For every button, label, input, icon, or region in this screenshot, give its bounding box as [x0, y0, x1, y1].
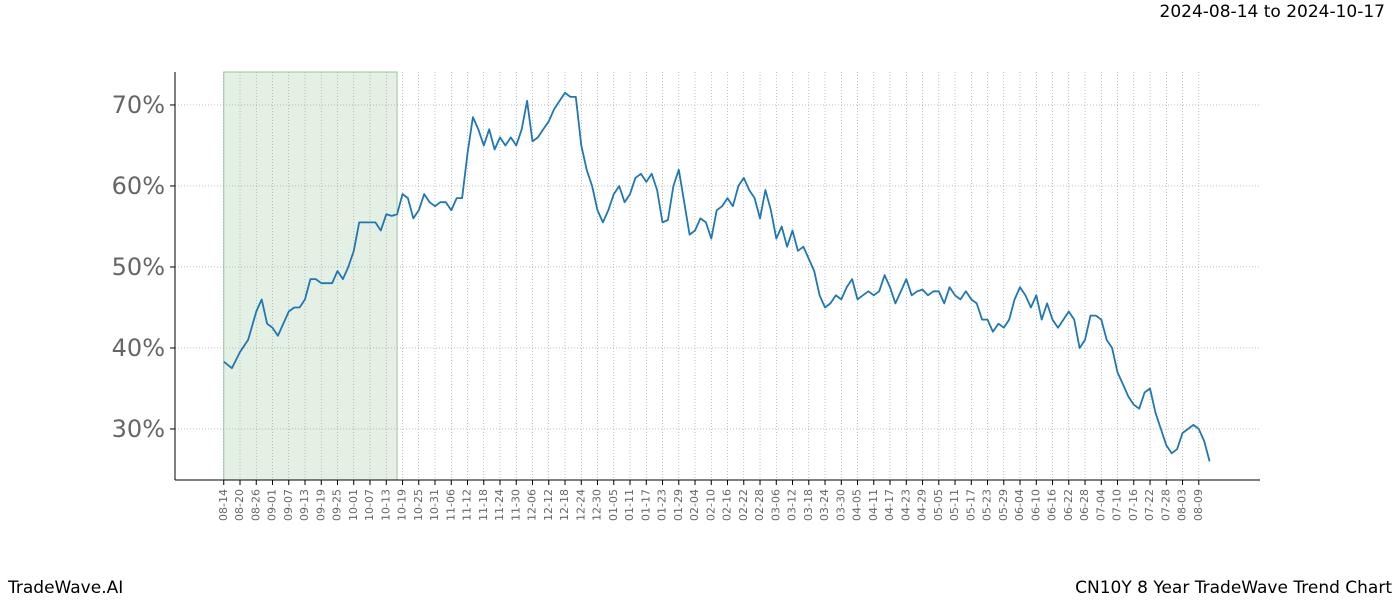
- x-tick-label: 04-17: [883, 489, 896, 521]
- x-tick-label: 07-28: [1159, 489, 1172, 521]
- highlight-span: [223, 71, 398, 481]
- y-tick-label: 60%: [112, 172, 165, 200]
- x-tick-label: 01-23: [656, 489, 669, 521]
- x-tick-label: 08-14: [217, 489, 230, 521]
- x-tick-label: 11-18: [477, 489, 490, 521]
- x-tick-label: 08-20: [233, 489, 246, 521]
- trend-line: [223, 91, 1211, 462]
- x-tick-label: 09-07: [282, 489, 295, 521]
- x-tick-label: 04-29: [916, 489, 929, 521]
- x-tick-label: 06-10: [1029, 489, 1042, 521]
- y-tick-label: 70%: [112, 91, 165, 119]
- x-tick-label: 09-13: [298, 489, 311, 521]
- x-tick-label: 06-22: [1062, 489, 1075, 521]
- x-tick-label: 12-12: [542, 489, 555, 521]
- y-tick-label: 30%: [112, 415, 165, 443]
- x-tick-label: 02-04: [688, 489, 701, 521]
- x-tick-label: 12-06: [526, 489, 539, 521]
- x-tick-label: 02-16: [721, 489, 734, 521]
- x-tick-label: 12-24: [574, 489, 587, 521]
- x-tick-label: 09-01: [266, 489, 279, 521]
- x-tick-label: 11-30: [509, 489, 522, 521]
- x-tick-label: 07-10: [1111, 489, 1124, 521]
- x-tick-label: 03-24: [818, 489, 831, 521]
- x-tick-label: 03-06: [769, 489, 782, 521]
- x-tick-label: 07-22: [1143, 489, 1156, 521]
- x-tick-label: 10-13: [379, 489, 392, 521]
- x-tick-label: 05-29: [997, 489, 1010, 521]
- x-tick-label: 01-11: [623, 489, 636, 521]
- x-tick-label: 03-12: [786, 489, 799, 521]
- y-tick-label: 50%: [112, 253, 165, 281]
- footer-right: CN10Y 8 Year TradeWave Trend Chart: [1075, 578, 1392, 598]
- x-tick-label: 04-23: [899, 489, 912, 521]
- x-tick-label: 02-10: [704, 489, 717, 521]
- x-tick-label: 05-11: [948, 489, 961, 521]
- x-tick-label: 04-11: [867, 489, 880, 521]
- x-tick-label: 05-17: [964, 489, 977, 521]
- x-tick-label: 12-30: [591, 489, 604, 521]
- y-tick-label: 40%: [112, 334, 165, 362]
- date-span: 2024-08-14 to 2024-10-17: [1160, 2, 1385, 22]
- x-tick-label: 02-22: [737, 489, 750, 521]
- x-tick-label: 08-26: [249, 489, 262, 521]
- x-tick-label: 05-23: [981, 489, 994, 521]
- x-tick-label: 10-19: [396, 489, 409, 521]
- x-tick-label: 09-19: [314, 489, 327, 521]
- x-tick-label: 02-28: [753, 489, 766, 521]
- x-tick-label: 05-05: [932, 489, 945, 521]
- x-tick-label: 11-06: [444, 489, 457, 521]
- x-tick-label: 01-29: [672, 489, 685, 521]
- x-tick-label: 08-09: [1192, 489, 1205, 521]
- x-tick-label: 01-17: [639, 489, 652, 521]
- x-tick-label: 03-18: [802, 489, 815, 521]
- x-tick-label: 06-16: [1046, 489, 1059, 521]
- x-tick-label: 11-12: [461, 489, 474, 521]
- x-tick-label: 11-24: [493, 489, 506, 521]
- x-tick-label: 10-25: [412, 489, 425, 521]
- x-tick-label: 07-16: [1127, 489, 1140, 521]
- x-tick-label: 12-18: [558, 489, 571, 521]
- x-tick-label: 10-31: [428, 489, 441, 521]
- footer-left: TradeWave.AI: [7, 578, 123, 598]
- x-tick-label: 10-07: [363, 489, 376, 521]
- x-tick-label: 04-05: [851, 489, 864, 521]
- x-tick-label: 10-01: [347, 489, 360, 521]
- x-tick-label: 07-04: [1094, 489, 1107, 521]
- x-tick-label: 06-28: [1078, 489, 1091, 521]
- x-tick-label: 08-03: [1176, 489, 1189, 521]
- x-tick-label: 01-05: [607, 489, 620, 521]
- x-tick-label: 06-04: [1013, 489, 1026, 521]
- x-tick-label: 03-30: [834, 489, 847, 521]
- x-tick-label: 09-25: [331, 489, 344, 521]
